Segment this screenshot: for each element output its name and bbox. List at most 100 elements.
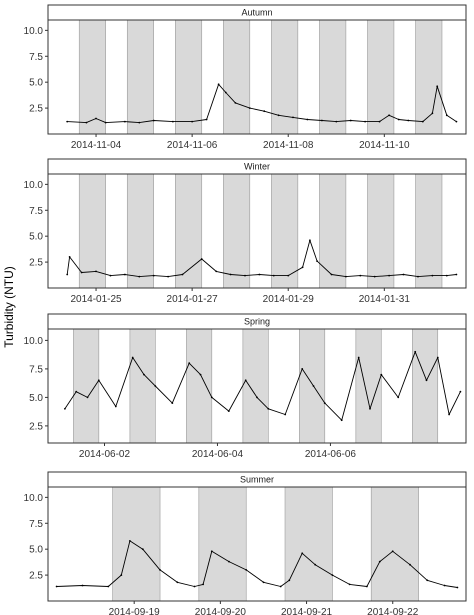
data-point bbox=[124, 273, 126, 276]
data-point bbox=[272, 274, 275, 277]
data-point bbox=[409, 563, 411, 566]
data-point bbox=[359, 274, 362, 277]
data-point bbox=[66, 120, 69, 123]
data-point bbox=[97, 379, 100, 382]
shaded-period bbox=[367, 19, 395, 135]
y-tick-label: 2.5 bbox=[29, 421, 43, 432]
data-point bbox=[68, 256, 71, 258]
data-point bbox=[284, 413, 287, 416]
data-point bbox=[205, 118, 208, 121]
data-point bbox=[459, 390, 462, 393]
data-point bbox=[258, 273, 261, 276]
data-point bbox=[75, 390, 78, 393]
data-point bbox=[314, 563, 317, 566]
data-point bbox=[55, 585, 58, 588]
data-point bbox=[292, 116, 294, 119]
data-point bbox=[141, 548, 144, 551]
shaded-period bbox=[299, 328, 326, 444]
shaded-period bbox=[126, 173, 155, 289]
shaded-period bbox=[319, 173, 347, 289]
shaded-period bbox=[78, 173, 106, 289]
shaded-period bbox=[412, 328, 439, 444]
y-tick-label: 10.0 bbox=[24, 26, 44, 37]
data-point bbox=[455, 273, 458, 276]
y-tick-label: 7.5 bbox=[29, 364, 43, 375]
x-tick-label: 2014-11-04 bbox=[71, 140, 122, 151]
data-point bbox=[436, 356, 439, 359]
x-tick-label: 2014-06-02 bbox=[79, 449, 131, 460]
x-tick-label: 2014-11-08 bbox=[263, 140, 314, 151]
shaded-period bbox=[129, 328, 156, 444]
data-point bbox=[107, 585, 110, 588]
data-point bbox=[364, 120, 366, 123]
data-point bbox=[388, 114, 390, 117]
panel-frame bbox=[47, 328, 467, 444]
facet-strip-label: Autumn bbox=[241, 8, 272, 18]
data-point bbox=[267, 407, 270, 410]
shaded-period bbox=[284, 486, 333, 602]
data-point bbox=[431, 274, 434, 277]
facet-panels: Autumn 2.5 5.0 7.5 10.0 2014-11-04 2014-11-06 2… bbox=[24, 4, 467, 615]
data-point bbox=[388, 274, 390, 277]
x-tick-label: 2014-06-06 bbox=[305, 449, 357, 460]
data-point bbox=[445, 274, 448, 277]
shaded-period bbox=[175, 173, 203, 289]
data-point bbox=[66, 273, 69, 276]
data-point bbox=[138, 121, 141, 124]
shaded-period bbox=[271, 19, 299, 135]
shaded-period bbox=[175, 19, 203, 135]
data-point bbox=[129, 540, 131, 542]
panel-frame bbox=[47, 19, 467, 135]
data-point bbox=[448, 413, 450, 416]
y-tick-label: 7.5 bbox=[29, 52, 43, 63]
data-point bbox=[191, 120, 194, 123]
data-point bbox=[301, 368, 304, 370]
data-point bbox=[301, 552, 304, 555]
data-point bbox=[323, 402, 326, 404]
x-tick-label: 2014-01-31 bbox=[359, 294, 411, 305]
shaded-period bbox=[186, 328, 213, 444]
data-point bbox=[81, 584, 84, 587]
facet-panel-summer: Summer 2.5 5.0 7.5 10.0 2014-09-19 2014-09-20 2… bbox=[24, 471, 467, 615]
data-point bbox=[131, 356, 134, 359]
shaded-period bbox=[271, 173, 299, 289]
data-point bbox=[407, 119, 410, 122]
data-point bbox=[80, 271, 83, 274]
data-point bbox=[181, 273, 184, 276]
y-tick-label: 2.5 bbox=[29, 571, 43, 582]
shaded-period bbox=[242, 328, 269, 444]
shaded-period bbox=[319, 19, 347, 135]
data-point bbox=[227, 410, 230, 412]
data-point bbox=[172, 120, 174, 123]
data-point bbox=[85, 121, 88, 124]
data-point bbox=[200, 258, 203, 260]
data-point bbox=[95, 270, 97, 273]
data-point bbox=[288, 579, 291, 582]
data-point bbox=[397, 118, 400, 121]
data-point bbox=[445, 114, 448, 117]
panel-frame bbox=[47, 486, 467, 602]
y-axis-label: Turbidity (NTU) bbox=[2, 266, 16, 348]
y-tick-label: 5.0 bbox=[29, 393, 43, 404]
data-point bbox=[244, 274, 246, 277]
data-point bbox=[86, 396, 89, 399]
data-point bbox=[248, 107, 251, 109]
y-tick-label: 7.5 bbox=[29, 519, 43, 530]
data-point bbox=[210, 550, 213, 553]
data-point bbox=[397, 396, 400, 399]
data-point bbox=[263, 110, 266, 113]
facet-strip-label: Summer bbox=[240, 475, 274, 485]
data-point bbox=[210, 396, 213, 399]
y-tick-label: 5.0 bbox=[29, 78, 43, 89]
x-tick-label: 2014-09-21 bbox=[281, 607, 333, 615]
x-tick-label: 2014-09-20 bbox=[195, 607, 247, 615]
data-point bbox=[391, 550, 394, 553]
data-point bbox=[306, 118, 309, 121]
x-tick-label: 2014-06-04 bbox=[192, 449, 244, 460]
data-point bbox=[312, 385, 315, 387]
data-point bbox=[138, 275, 141, 278]
x-tick-label: 2014-11-10 bbox=[359, 140, 410, 151]
facet-panel-autumn: Autumn 2.5 5.0 7.5 10.0 2014-11-04 2014-11-06 2… bbox=[24, 4, 467, 151]
data-point bbox=[228, 560, 230, 563]
data-point bbox=[335, 120, 338, 123]
